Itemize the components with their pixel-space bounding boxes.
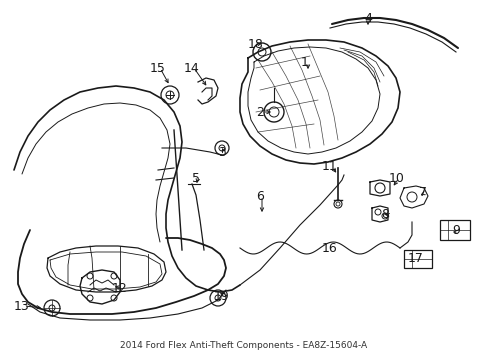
Text: 10: 10	[388, 171, 404, 184]
Text: 17: 17	[407, 252, 423, 265]
Text: 16: 16	[322, 242, 337, 255]
Text: 9: 9	[451, 224, 459, 237]
Text: 18: 18	[247, 37, 264, 50]
Text: 4: 4	[364, 12, 371, 24]
Text: 1: 1	[301, 55, 308, 68]
Text: 3: 3	[218, 145, 225, 158]
Bar	[403, 250, 431, 268]
Text: 8: 8	[380, 208, 388, 221]
Text: 13: 13	[14, 300, 30, 312]
Text: 7: 7	[418, 186, 426, 199]
Text: 12: 12	[112, 282, 128, 294]
Text: 14: 14	[184, 62, 200, 75]
Text: 15: 15	[150, 62, 165, 75]
Text: 2014 Ford Flex Anti-Theft Components - EA8Z-15604-A: 2014 Ford Flex Anti-Theft Components - E…	[120, 341, 367, 350]
Text: 19: 19	[214, 289, 229, 302]
Text: 6: 6	[256, 189, 264, 202]
Text: 11: 11	[322, 161, 337, 174]
Bar	[439, 220, 469, 240]
Text: 5: 5	[192, 171, 200, 184]
Text: 2: 2	[256, 105, 264, 118]
